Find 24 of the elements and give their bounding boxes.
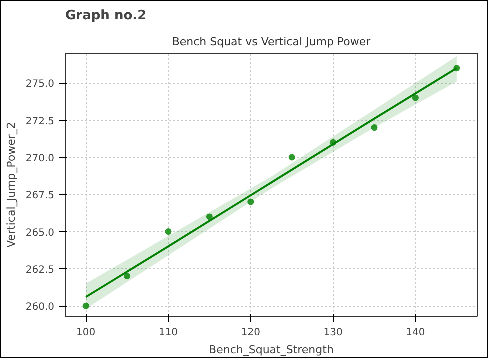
y-tick-label: 267.5 [26, 190, 55, 202]
y-tick-label: 260.0 [26, 302, 55, 314]
y-axis-title: Vertical_Jump_Power_2 [4, 122, 18, 248]
x-axis-title: Bench_Squat_Strength [209, 344, 334, 356]
point [165, 228, 172, 236]
x-tick-label: 120 [241, 328, 260, 338]
x-tick-label: 110 [158, 328, 178, 338]
point [206, 214, 213, 220]
point [371, 124, 378, 132]
chart-subtitle: Bench Squat vs Vertical Jump Power [172, 36, 372, 48]
y-tick-label: 262.5 [26, 264, 55, 276]
chart-title: Graph no.2 [66, 8, 147, 24]
y-tick-label: 265.0 [26, 228, 55, 239]
point [248, 198, 254, 206]
y-tick-label: 270.0 [26, 154, 55, 165]
x-tick-label: 130 [324, 328, 343, 338]
point [124, 273, 131, 280]
y-tick-label: 272.5 [26, 116, 55, 128]
x-tick-label: 140 [406, 328, 426, 338]
point [82, 302, 90, 310]
point [288, 154, 296, 161]
x-tick-label: 100 [76, 328, 96, 338]
point [412, 94, 419, 102]
y-tick-label: 275.0 [26, 79, 55, 90]
